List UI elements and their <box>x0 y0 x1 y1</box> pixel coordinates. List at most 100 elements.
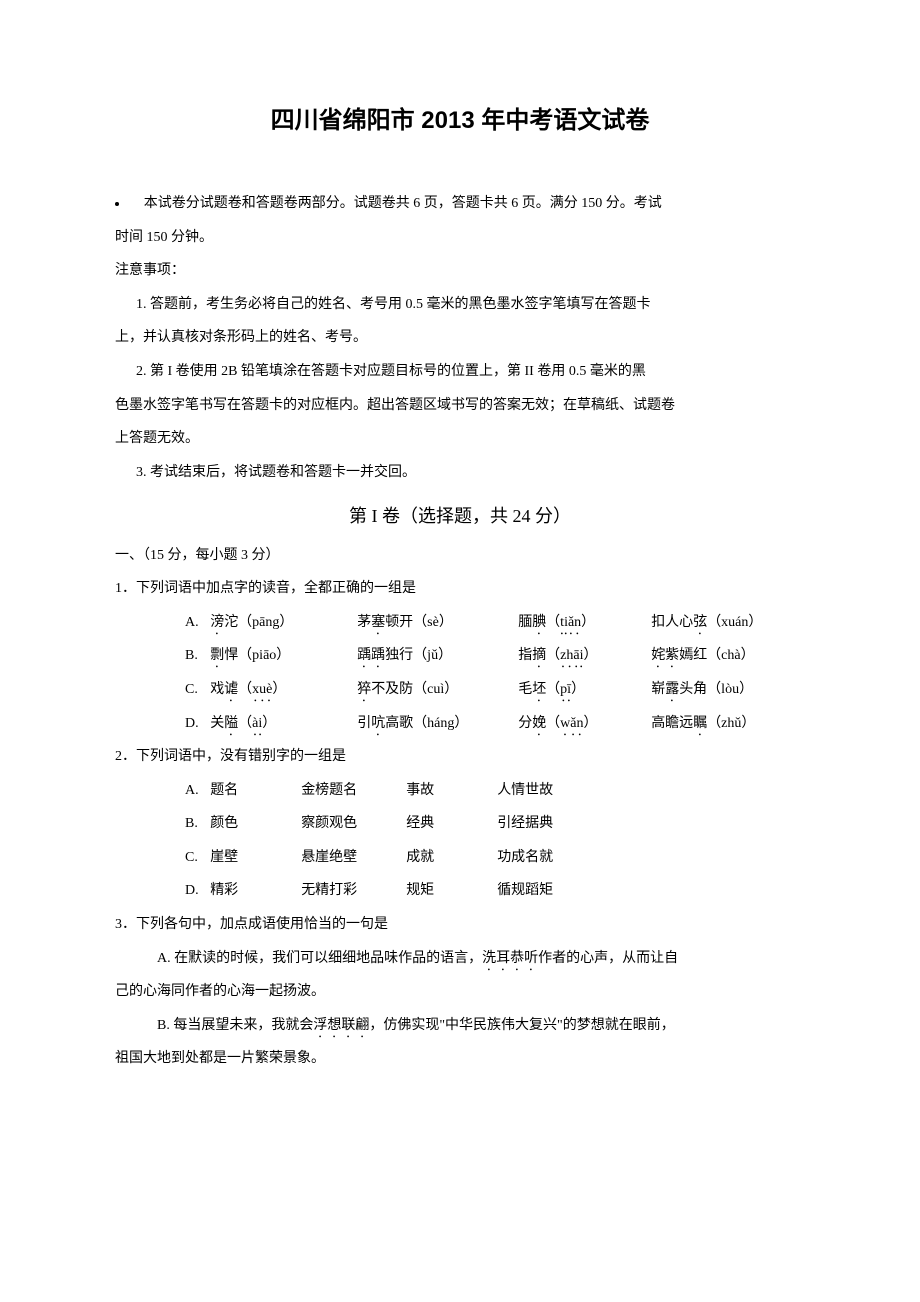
page-title: 四川省绵阳市 2013 年中考语文试卷 <box>115 100 805 135</box>
dotted-char: 坯（pī） <box>532 682 585 697</box>
q3-b-idiom: 浮想联翩 <box>313 1018 369 1033</box>
opt-col4: 崭露头角（lòu） <box>651 673 753 707</box>
opt-text: 毛 <box>518 682 532 697</box>
opt-col2: 踽踽独行（jǔ） <box>357 639 518 673</box>
opt-col3: 分娩（wǎn） <box>518 707 651 741</box>
opt-col1: 关隘（ài） <box>210 707 357 741</box>
opt-text: 红（chà） <box>693 648 754 663</box>
opt-label: D. <box>185 707 210 741</box>
dotted-char: 谑（xuè） <box>224 682 286 697</box>
opt-c1: 颜色 <box>210 807 301 841</box>
dotted-char: 弦 <box>693 615 707 630</box>
q1-option-d: D. 关隘（ài） 引吭高歌（háng） 分娩（wǎn） 高瞻远瞩（zhǔ） <box>115 707 805 741</box>
q3-b-text1: B. 每当展望未来，我就会 <box>157 1018 313 1033</box>
dotted-char: 滂 <box>210 615 224 630</box>
opt-col3: 毛坯（pī） <box>518 673 651 707</box>
opt-label: C. <box>185 673 210 707</box>
intro-line1: 本试卷分试题卷和答题卷两部分。试题卷共 6 页，答题卡共 6 页。满分 150 … <box>115 187 805 221</box>
exam-page: 四川省绵阳市 2013 年中考语文试卷 本试卷分试题卷和答题卷两部分。试题卷共 … <box>0 0 920 1156</box>
opt-text: 沱（pāng） <box>224 615 293 630</box>
notice-item-2c: 上答题无效。 <box>115 422 805 456</box>
opt-col1: 戏谑（xuè） <box>210 673 357 707</box>
opt-c3: 规矩 <box>406 874 497 908</box>
opt-text: 茅 <box>357 615 371 630</box>
opt-c2: 悬崖绝壁 <box>301 841 406 875</box>
notice-item-3: 3. 考试结束后，将试题卷和答题卡一并交回。 <box>115 456 805 490</box>
q1-option-b: B. 剽悍（piāo） 踽踽独行（jǔ） 指摘（zhāi） 姹紫嫣红（chà） <box>115 639 805 673</box>
opt-text: （zhǔ） <box>707 716 755 731</box>
opt-text: 悍（piāo） <box>224 648 290 663</box>
opt-label: B. <box>185 639 210 673</box>
dotted-char: 露 <box>665 682 679 697</box>
dotted-char: 姹紫 <box>651 648 679 663</box>
section-1-header: 第 I 卷（选择题，共 24 分） <box>115 495 805 538</box>
opt-c3: 成就 <box>406 841 497 875</box>
q3-option-b-line2: 祖国大地到处都是一片繁荣景象。 <box>115 1042 805 1076</box>
opt-label: A. <box>185 606 210 640</box>
opt-text: 扣人心 <box>651 615 693 630</box>
q2-option-c: C. 崖壁 悬崖绝壁 成就 功成名就 <box>115 841 805 875</box>
dotted-char: 腆（tiǎn） <box>532 615 595 630</box>
dotted-char: 剽 <box>210 648 224 663</box>
opt-label: B. <box>185 807 210 841</box>
opt-text: 指 <box>518 648 532 663</box>
opt-text: 腼 <box>518 615 532 630</box>
dotted-char: 瞩 <box>693 716 707 731</box>
opt-text: 嫣 <box>679 648 693 663</box>
opt-text: 高瞻远 <box>651 716 693 731</box>
notice-item-1b: 上，并认真核对条形码上的姓名、考号。 <box>115 321 805 355</box>
q3-option-b-line1: B. 每当展望未来，我就会浮想联翩，仿佛实现"中华民族伟大复兴"的梦想就在眼前， <box>115 1009 805 1043</box>
q3-stem: 3．下列各句中，加点成语使用恰当的一句是 <box>115 908 805 942</box>
opt-label: C. <box>185 841 210 875</box>
dotted-char: 隘（ài） <box>224 716 276 731</box>
q2-option-d: D. 精彩 无精打彩 规矩 循规蹈矩 <box>115 874 805 908</box>
opt-c1: 题名 <box>210 774 301 808</box>
q2-option-a: A. 题名 金榜题名 事故 人情世故 <box>115 774 805 808</box>
opt-text: 崭 <box>651 682 665 697</box>
opt-c3: 事故 <box>406 774 497 808</box>
opt-c1: 崖壁 <box>210 841 301 875</box>
opt-text: 引 <box>357 716 371 731</box>
q1-option-a: A. 滂沱（pāng） 茅塞顿开（sè） 腼腆（tiǎn） 扣人心弦（xuán） <box>115 606 805 640</box>
opt-col1: 滂沱（pāng） <box>210 606 357 640</box>
opt-text: 关 <box>210 716 224 731</box>
opt-text: 独行（jǔ） <box>385 648 452 663</box>
dotted-char: 摘（zhāi） <box>532 648 597 663</box>
opt-col1: 剽悍（piāo） <box>210 639 357 673</box>
section-1-sub: 一、（15 分，每小题 3 分） <box>115 539 805 573</box>
opt-col3: 腼腆（tiǎn） <box>518 606 651 640</box>
q3-b-text2: ，仿佛实现"中华民族伟大复兴"的梦想就在眼前， <box>369 1018 674 1033</box>
opt-c3: 经典 <box>406 807 497 841</box>
q3-a-idiom: 洗耳恭听 <box>482 951 538 966</box>
opt-text: 分 <box>518 716 532 731</box>
opt-c2: 察颜观色 <box>301 807 406 841</box>
q1-stem: 1．下列词语中加点字的读音，全都正确的一组是 <box>115 572 805 606</box>
opt-col2: 引吭高歌（háng） <box>357 707 518 741</box>
opt-c2: 金榜题名 <box>301 774 406 808</box>
opt-col3: 指摘（zhāi） <box>518 639 651 673</box>
q2-option-b: B. 颜色 察颜观色 经典 引经据典 <box>115 807 805 841</box>
opt-text: 顿开（sè） <box>385 615 453 630</box>
notice-label: 注意事项： <box>115 254 805 288</box>
notice-item-2a: 2. 第 I 卷使用 2B 铅笔填涂在答题卡对应题目标号的位置上，第 II 卷用… <box>115 355 805 389</box>
dotted-char: 猝 <box>357 682 371 697</box>
opt-c1: 精彩 <box>210 874 301 908</box>
opt-text: 不及防（cuì） <box>371 682 458 697</box>
opt-col4: 姹紫嫣红（chà） <box>651 639 754 673</box>
dotted-char: 吭 <box>371 716 385 731</box>
intro-text-1a: 本试卷分试题卷和答题卷两部分。试题卷共 6 页，答题卡共 6 页。满分 150 … <box>144 196 662 211</box>
opt-col4: 高瞻远瞩（zhǔ） <box>651 707 755 741</box>
opt-text: 头角（lòu） <box>679 682 753 697</box>
opt-label: D. <box>185 874 210 908</box>
intro-line1b: 时间 150 分钟。 <box>115 221 805 255</box>
opt-text: 戏 <box>210 682 224 697</box>
opt-c4: 功成名就 <box>497 841 553 875</box>
opt-col2: 茅塞顿开（sè） <box>357 606 518 640</box>
opt-text: 高歌（háng） <box>385 716 468 731</box>
q3-a-text1: A. 在默读的时候，我们可以细细地品味作品的语言， <box>157 951 482 966</box>
dotted-char: 娩（wǎn） <box>532 716 597 731</box>
q3-option-a-line1: A. 在默读的时候，我们可以细细地品味作品的语言，洗耳恭听作者的心声，从而让自 <box>115 942 805 976</box>
opt-c4: 循规蹈矩 <box>497 874 553 908</box>
dotted-char: 踽踽 <box>357 648 385 663</box>
q1-option-c: C. 戏谑（xuè） 猝不及防（cuì） 毛坯（pī） 崭露头角（lòu） <box>115 673 805 707</box>
